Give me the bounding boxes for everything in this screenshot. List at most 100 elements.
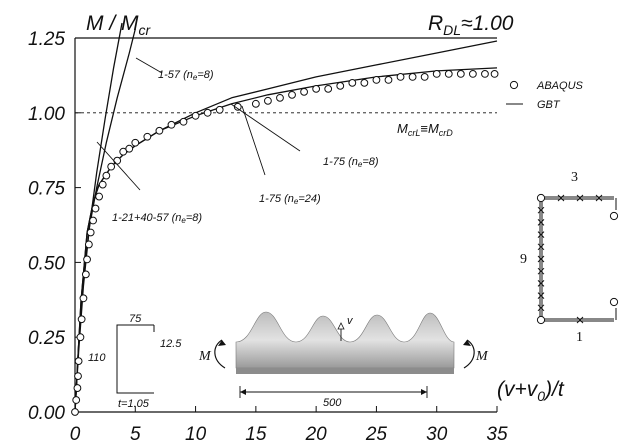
abaqus-point bbox=[384, 75, 393, 84]
moment-left-label: M bbox=[198, 349, 212, 364]
abaqus-point bbox=[74, 357, 83, 366]
node-cross bbox=[537, 206, 545, 214]
abaqus-point bbox=[113, 156, 122, 165]
abaqus-point bbox=[312, 84, 321, 93]
abaqus-point bbox=[251, 99, 260, 108]
abaqus-point bbox=[131, 138, 140, 147]
node-cross bbox=[537, 292, 545, 299]
disp-arrowhead bbox=[337, 322, 345, 330]
leader-1-57 bbox=[135, 57, 163, 74]
annotation-1-75-ne24: 1-75 (ne=24) bbox=[259, 193, 321, 206]
dim-arrow-left bbox=[240, 389, 246, 395]
abaqus-point bbox=[72, 396, 81, 404]
x-tick-label: 25 bbox=[365, 424, 388, 445]
beam-flange bbox=[236, 368, 454, 374]
corner-node-top bbox=[536, 193, 546, 203]
rdl-label: RDL≈1.00 bbox=[428, 12, 514, 38]
lip-node-bottom bbox=[609, 297, 619, 307]
abaqus-point bbox=[432, 70, 441, 78]
abaqus-point bbox=[372, 75, 381, 84]
ticks: 0 5 10 15 20 25 30 35 0.00 0.25 0.50 0.75 1.00 1.25 bbox=[28, 29, 508, 445]
abaqus-point bbox=[288, 90, 296, 99]
abaqus-point bbox=[79, 294, 88, 303]
abaqus-point bbox=[179, 117, 188, 126]
legend-abaqus-marker bbox=[509, 80, 519, 90]
x-tick-label: 10 bbox=[185, 424, 207, 445]
legend-abaqus-label: ABAQUS bbox=[536, 80, 584, 92]
node-cross bbox=[537, 219, 545, 226]
node-count-web: 9 bbox=[520, 252, 527, 267]
annotation-1-57: 1-57 (ne=8) bbox=[158, 69, 214, 82]
y-tick-label: 0.00 bbox=[28, 403, 65, 424]
abaqus-point bbox=[408, 72, 417, 81]
x-tick-label: 35 bbox=[486, 424, 508, 445]
abaqus-point bbox=[336, 81, 345, 90]
reference-label: McrL≡McrD bbox=[397, 121, 453, 138]
abaqus-point bbox=[276, 93, 284, 102]
section-flange-dim: 75 bbox=[129, 313, 142, 325]
node-cross bbox=[576, 316, 584, 324]
abaqus-point bbox=[167, 120, 176, 129]
node-count-top: 3 bbox=[571, 170, 578, 185]
abaqus-point bbox=[107, 162, 116, 171]
abaqus-point bbox=[89, 216, 97, 225]
dim-arrow-right bbox=[421, 389, 427, 395]
beam-shape bbox=[235, 311, 455, 369]
abaqus-point bbox=[300, 87, 308, 96]
abaqus-point bbox=[360, 78, 369, 87]
abaqus-point bbox=[264, 96, 272, 105]
abaqus-point bbox=[83, 255, 91, 264]
abaqus-point bbox=[143, 132, 152, 141]
node-cross bbox=[537, 280, 545, 287]
abaqus-point bbox=[348, 78, 357, 87]
node-cross bbox=[537, 255, 545, 263]
node-cross bbox=[537, 267, 545, 275]
node-cross bbox=[576, 194, 584, 202]
node-cross bbox=[537, 231, 545, 238]
moment-left-arrow bbox=[214, 339, 226, 369]
abaqus-point bbox=[77, 315, 86, 324]
abaqus-point bbox=[125, 144, 134, 153]
annotation-1-75-ne8: 1-75 (ne=8) bbox=[323, 156, 379, 169]
y-tick-label: 0.75 bbox=[28, 179, 65, 200]
abaqus-point bbox=[84, 240, 93, 249]
abaqus-point bbox=[73, 384, 82, 392]
inset-beam: M M v 500 bbox=[198, 311, 489, 409]
leader-1-75-ne8 bbox=[230, 103, 301, 152]
node-cross bbox=[557, 194, 565, 202]
corner-node-bottom bbox=[536, 315, 546, 325]
abaqus-point bbox=[98, 180, 107, 189]
x-tick-label: 0 bbox=[70, 424, 81, 445]
abaqus-point bbox=[74, 372, 82, 380]
abaqus-point bbox=[444, 70, 453, 78]
node-cross bbox=[537, 243, 545, 251]
abaqus-point bbox=[102, 171, 111, 180]
y-tick-label: 1.25 bbox=[28, 29, 65, 50]
abaqus-point bbox=[468, 70, 477, 78]
x-tick-label: 20 bbox=[305, 424, 328, 445]
leader-1-21-40-57 bbox=[96, 141, 141, 191]
node-count-bottom: 1 bbox=[576, 330, 583, 345]
x-tick-label: 5 bbox=[130, 424, 141, 445]
leader-1-75-ne24 bbox=[241, 105, 266, 176]
annotation-leaders bbox=[96, 57, 301, 191]
section-lip-dim: 12.5 bbox=[160, 338, 182, 350]
abaqus-point bbox=[215, 105, 224, 114]
node-section-outer bbox=[539, 196, 614, 322]
abaqus-point bbox=[91, 204, 100, 213]
abaqus-point bbox=[86, 228, 95, 237]
abaqus-point bbox=[456, 70, 465, 78]
abaqus-point bbox=[203, 108, 212, 117]
y-tick-label: 0.25 bbox=[28, 328, 65, 349]
abaqus-point bbox=[119, 147, 128, 156]
node-section-inner bbox=[540, 197, 614, 321]
abaqus-point bbox=[481, 70, 489, 78]
section-outline bbox=[116, 324, 154, 394]
disp-label: v bbox=[347, 315, 354, 327]
abaqus-point bbox=[420, 72, 429, 81]
abaqus-point bbox=[191, 111, 200, 120]
moment-right-label: M bbox=[475, 349, 489, 364]
inset-cross-section: 75 12.5 110 t=1.05 bbox=[88, 313, 182, 410]
legend: ABAQUS GBT bbox=[506, 80, 584, 111]
